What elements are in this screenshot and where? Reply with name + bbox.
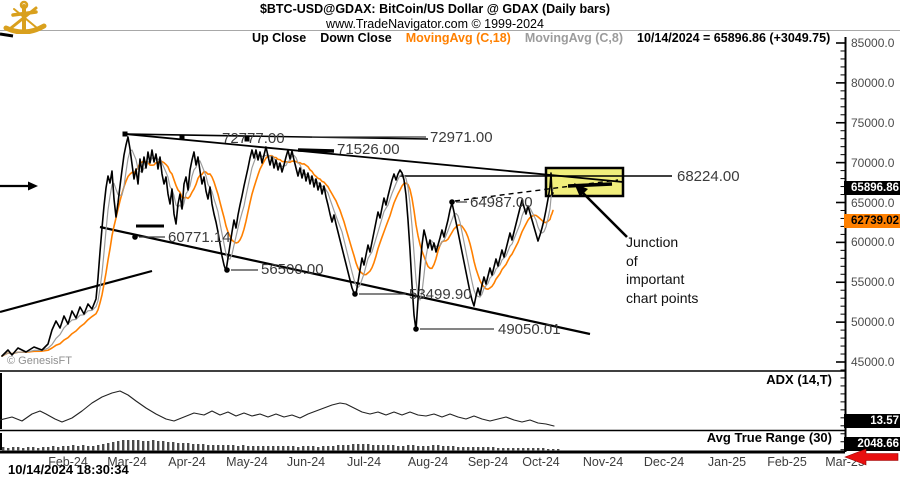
price-level-annotation: 71526.00 xyxy=(337,141,400,158)
legend-ma8[interactable]: MovingAvg (C,8) xyxy=(524,31,623,45)
y-axis-label: 75000.0 xyxy=(851,115,895,130)
x-axis-label: Nov-24 xyxy=(582,455,624,469)
x-axis-label: Apr-24 xyxy=(168,455,206,469)
x-axis-label: Jan-25 xyxy=(707,455,747,469)
x-axis-label: Sep-24 xyxy=(467,455,509,469)
price-level-annotation: 72777.00 xyxy=(222,130,285,147)
x-axis-label: Oct-24 xyxy=(522,455,560,469)
y-axis-label: 60000.0 xyxy=(851,235,895,250)
chart-source: www.TradeNavigator.com © 1999-2024 xyxy=(326,17,544,31)
legend-bar: Up Close Down Close MovingAvg (C,18) Mov… xyxy=(252,31,830,45)
price-level-annotation: 64987.00 xyxy=(470,194,533,211)
x-axis-label: Dec-24 xyxy=(643,455,685,469)
red-left-arrow-icon xyxy=(844,448,899,466)
y-axis-label: 50000.0 xyxy=(851,315,895,330)
price-level-annotation: 49050.01 xyxy=(498,321,561,338)
price-level-annotation: 53499.90 xyxy=(409,286,472,303)
price-level-annotation: 68224.00 xyxy=(677,168,740,185)
atr-pane-label: Avg True Range (30) xyxy=(706,430,832,445)
junction-note: Junction of important chart points xyxy=(626,234,699,306)
x-axis-label: Feb-25 xyxy=(767,455,807,469)
y-axis-label: 45000.0 xyxy=(851,355,895,369)
adx-value-box: 13.57 xyxy=(844,414,900,428)
genesis-logo-icon xyxy=(3,0,47,34)
y-axis-label: 80000.0 xyxy=(851,75,895,90)
chart-title: $BTC-USD@GDAX: BitCoin/US Dollar @ GDAX … xyxy=(259,2,611,16)
atr-value-box: 2048.66 xyxy=(844,437,900,451)
x-axis-label: Feb-24 xyxy=(48,455,88,469)
x-axis-label: Mar-24 xyxy=(107,455,147,469)
x-axis-label: Jun-24 xyxy=(286,455,326,469)
legend-ma18[interactable]: MovingAvg (C,18) xyxy=(405,31,511,45)
legend-up-close[interactable]: Up Close xyxy=(252,31,307,45)
x-axis-label: Jul-24 xyxy=(346,455,382,469)
ma18-value-box: 62739.02 xyxy=(844,214,900,228)
y-axis-label: 55000.0 xyxy=(851,275,895,290)
y-axis-label: 70000.0 xyxy=(851,155,895,170)
price-level-annotation: 72971.00 xyxy=(430,129,493,146)
x-axis-label: May-24 xyxy=(226,455,268,469)
adx-pane-label: ADX (14,T) xyxy=(766,372,832,387)
price-level-annotation: 56500.00 xyxy=(261,261,324,278)
price-level-annotation: 60771.14 xyxy=(168,229,231,246)
genesis-watermark: © GenesisFT xyxy=(7,355,72,367)
last-price-box: 65896.86 xyxy=(844,181,900,195)
x-axis-label: Aug-24 xyxy=(407,455,449,469)
legend-down-close[interactable]: Down Close xyxy=(320,31,392,45)
status-timestamp: 10/14/2024 18:30:34 xyxy=(8,462,129,477)
y-axis-label: 65000.0 xyxy=(851,195,895,210)
legend-quote: 10/14/2024 = 65896.86 (+3049.75) xyxy=(637,31,831,45)
y-axis-label: 85000.0 xyxy=(851,36,895,50)
